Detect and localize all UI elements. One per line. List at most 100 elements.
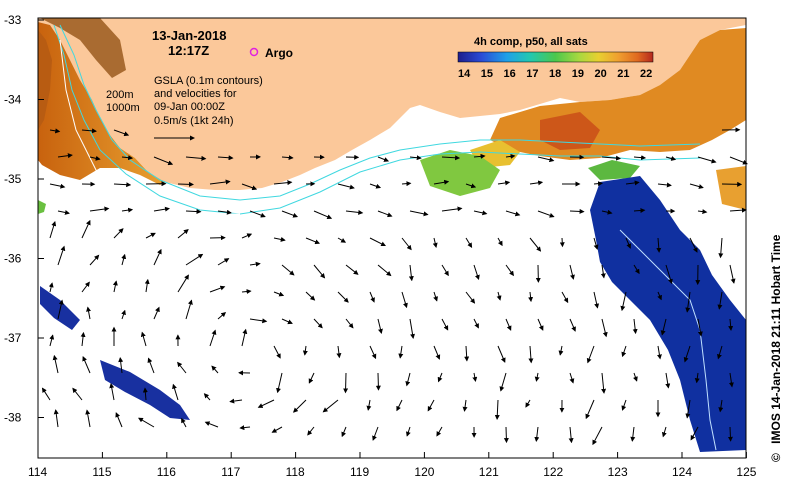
- velocity-arrow: [49, 183, 66, 189]
- velocity-arrow: [49, 334, 55, 347]
- velocity-arrow: [621, 399, 627, 411]
- velocity-arrow: [569, 318, 576, 332]
- velocity-arrow: [281, 318, 293, 325]
- velocity-arrow: [427, 399, 435, 412]
- velocity-arrow: [569, 264, 575, 280]
- lat-label: -38: [4, 411, 22, 425]
- velocity-arrow: [185, 155, 207, 161]
- velocity-arrow: [601, 318, 608, 338]
- velocity-arrow: [273, 345, 281, 359]
- velocity-arrow: [369, 291, 375, 303]
- lon-label: 125: [736, 465, 756, 479]
- lat-label: -34: [4, 93, 22, 107]
- velocity-arrow: [697, 209, 708, 215]
- velocity-arrow: [281, 155, 294, 161]
- velocity-arrow: [473, 210, 488, 216]
- lon-label: 124: [672, 465, 692, 479]
- velocity-arrow: [665, 372, 671, 389]
- velocity-arrow: [472, 372, 478, 382]
- velocity-arrow: [689, 183, 704, 189]
- isobath-1000m-label: 1000m: [106, 102, 140, 114]
- velocity-arrow: [717, 291, 723, 310]
- velocity-arrow: [534, 426, 540, 442]
- velocity-arrow: [569, 208, 585, 214]
- sst-warm-far-east: [716, 166, 746, 210]
- velocity-arrow: [302, 345, 308, 356]
- velocity-arrow: [81, 128, 97, 134]
- velocity-arrow: [633, 155, 647, 161]
- velocity-arrow: [211, 365, 219, 374]
- velocity-arrow: [89, 254, 100, 266]
- velocity-arrow: [409, 210, 429, 217]
- lon-label: 118: [286, 465, 305, 479]
- velocity-arrow: [49, 220, 57, 239]
- velocity-arrow: [601, 209, 613, 215]
- lon-label: 121: [479, 465, 499, 479]
- lon-label: 120: [414, 465, 434, 479]
- argo-legend: Argo: [249, 46, 293, 60]
- colorbar-tick-label: 20: [595, 68, 607, 80]
- velocity-arrow: [441, 318, 449, 331]
- velocity-arrow: [621, 345, 627, 358]
- velocity-arrow: [465, 183, 477, 189]
- velocity-arrow: [405, 426, 411, 437]
- velocity-arrow: [586, 345, 595, 364]
- velocity-arrow: [185, 209, 202, 215]
- sst-green-east: [420, 150, 500, 196]
- velocity-arrow: [229, 398, 243, 404]
- velocity-arrow: [505, 210, 521, 217]
- velocity-arrow: [690, 426, 699, 441]
- velocity-arrow: [113, 129, 130, 137]
- velocity-arrow: [185, 299, 193, 320]
- colorbar-tick-label: 18: [549, 68, 561, 80]
- velocity-arrow: [89, 206, 110, 212]
- velocity-arrow: [534, 372, 540, 382]
- velocity-arrow: [685, 399, 691, 419]
- velocity-arrow: [369, 237, 386, 247]
- velocity-arrow: [632, 318, 638, 335]
- velocity-arrow: [204, 421, 219, 428]
- plot-frame: [37, 17, 747, 459]
- velocity-arrow: [241, 289, 252, 295]
- velocity-arrow: [497, 237, 503, 247]
- velocity-arrow: [727, 426, 733, 442]
- velocity-arrow: [718, 237, 724, 259]
- velocity-arrow: [405, 372, 411, 387]
- velocity-arrow: [409, 318, 416, 339]
- velocity-arrow: [209, 285, 226, 293]
- velocity-arrow: [537, 156, 555, 163]
- velocity-arrow: [437, 372, 443, 383]
- velocity-arrow: [217, 155, 234, 161]
- colorbar-ticks: 14 15 16 17 18 19 20 21 22: [458, 68, 652, 80]
- velocity-arrow: [377, 318, 383, 334]
- map-time: 12:17Z: [168, 43, 209, 58]
- velocity-arrow: [464, 345, 470, 362]
- velocity-arrow: [369, 183, 382, 189]
- velocity-arrow: [656, 345, 662, 360]
- velocity-arrow: [345, 318, 354, 329]
- velocity-arrow: [558, 345, 564, 356]
- gsla-note-line1: GSLA (0.1m contours): [154, 75, 263, 87]
- velocity-arrow: [729, 264, 736, 284]
- velocity-arrow: [592, 426, 603, 446]
- velocity-arrow: [241, 328, 248, 347]
- velocity-arrow: [308, 372, 315, 384]
- velocity-arrow: [601, 372, 607, 394]
- velocity-arrow: [441, 155, 461, 161]
- colorbar: 4h comp, p50, all sats 14 15 16 17 18 19 20 21 2…: [457, 36, 654, 80]
- velocity-arrow: [181, 417, 187, 428]
- velocity-arrow: [683, 345, 691, 363]
- velocity-arrow: [337, 183, 355, 190]
- velocity-arrow: [273, 236, 286, 242]
- velocity-arrow: [138, 417, 155, 428]
- imos-credit-text: IMOS 14-Jan-2018 21:11 Hobart Time: [769, 234, 783, 444]
- velocity-arrow: [249, 210, 266, 218]
- velocity-arrow: [153, 156, 174, 166]
- velocity-arrow: [185, 253, 204, 266]
- velocity-arrow: [305, 237, 321, 245]
- colorbar-tick-label: 14: [458, 68, 471, 80]
- map-date: 13-Jan-2018: [152, 28, 226, 43]
- velocity-arrow: [593, 237, 599, 250]
- velocity-arrow: [409, 155, 422, 161]
- velocity-arrow: [337, 291, 349, 303]
